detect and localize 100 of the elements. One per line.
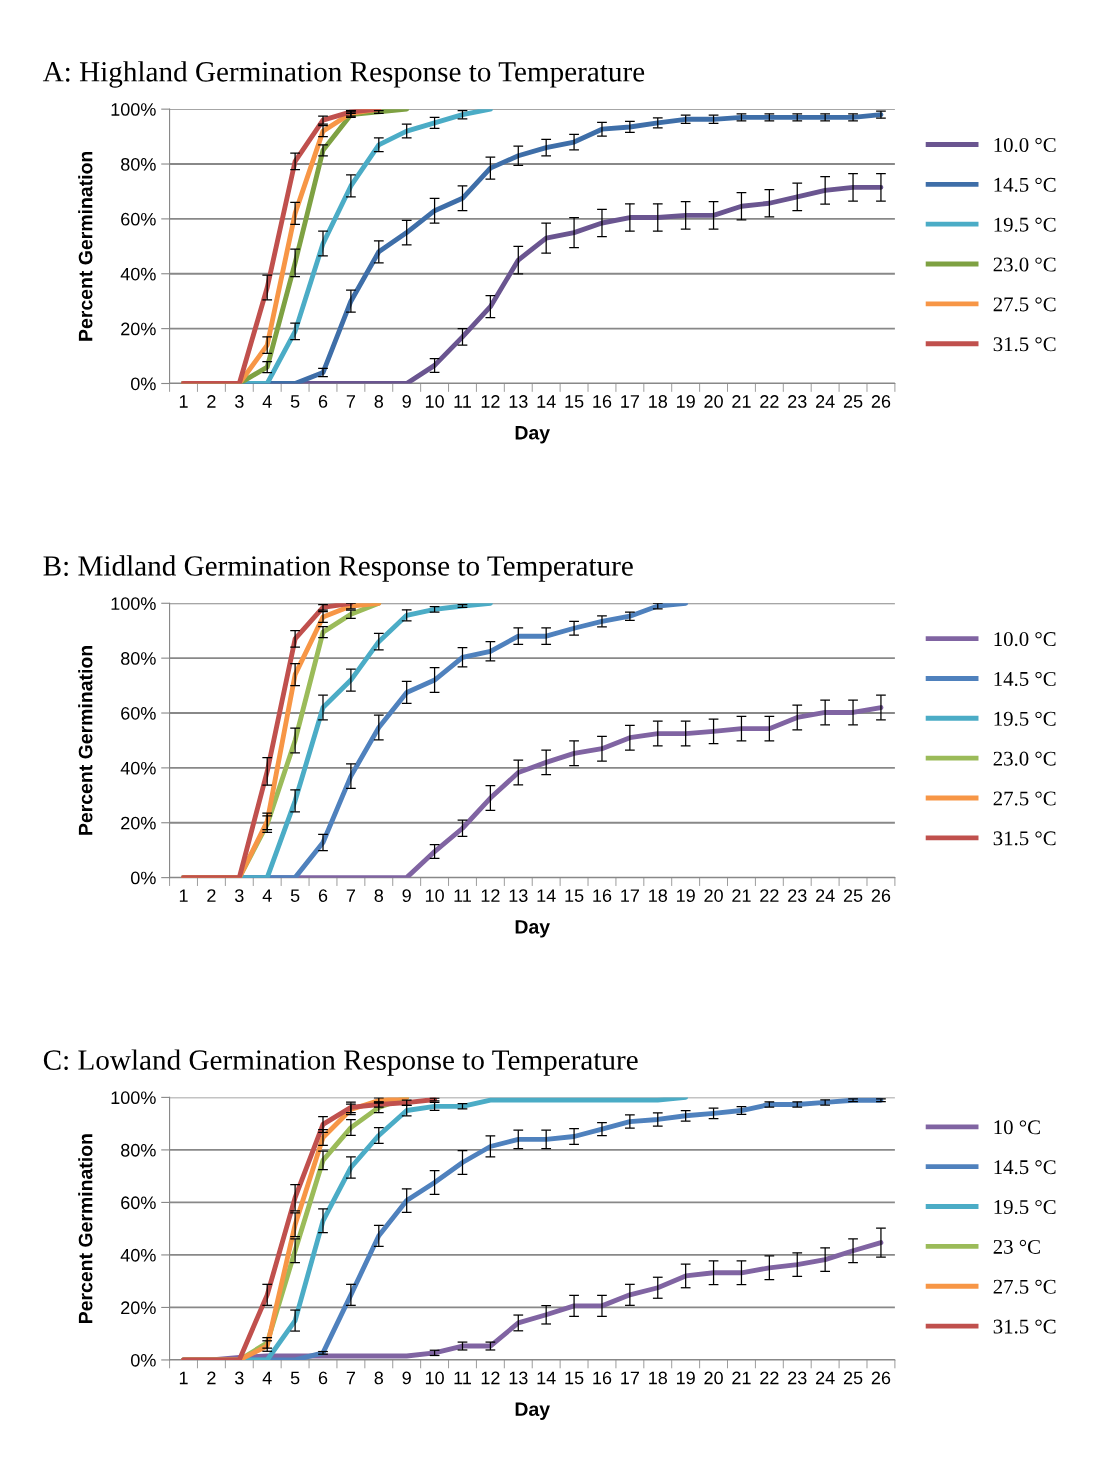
x-tick-label: 9	[402, 1371, 411, 1385]
x-tick-label: 16	[593, 889, 612, 902]
y-tick-label: 80%	[121, 1143, 156, 1157]
x-tick-label: 18	[649, 1371, 668, 1385]
x-tick-label: 10	[425, 395, 444, 408]
x-axis-title: Day	[515, 920, 550, 938]
x-tick-label: 12	[481, 1371, 500, 1385]
x-tick-label: 16	[593, 1371, 612, 1385]
x-tick-label: 13	[509, 395, 528, 408]
x-tick-label: 4	[262, 395, 272, 408]
x-tick-label: 6	[318, 395, 328, 408]
legend-label: 19.5 °C	[994, 217, 1056, 232]
x-tick-label: 25	[843, 1371, 863, 1385]
x-tick-label: 25	[843, 889, 863, 902]
x-tick-label: 14	[537, 1371, 556, 1385]
x-tick-label: 15	[565, 395, 584, 408]
y-tick-label: 40%	[120, 1248, 156, 1262]
x-tick-label: 24	[816, 395, 835, 408]
x-tick-label: 18	[649, 889, 668, 902]
chart-title: C: Lowland Germination Response to Temperature	[43, 1049, 638, 1076]
x-tick-label: 11	[454, 1371, 471, 1385]
legend-label: 19.5 °C	[994, 711, 1056, 726]
y-tick-label: 20%	[121, 1301, 156, 1315]
chart-title: B: Midland Germination Response to Temperature	[43, 555, 633, 582]
x-tick-label: 17	[621, 395, 640, 408]
x-tick-label: 23	[788, 889, 807, 902]
x-tick-label: 4	[262, 889, 272, 902]
x-tick-label: 3	[234, 1371, 244, 1385]
y-tick-label: 40%	[120, 267, 156, 281]
x-tick-label: 19	[677, 889, 695, 902]
x-tick-label: 12	[481, 889, 500, 902]
y-tick-label: 60%	[121, 706, 156, 720]
x-tick-label: 7	[346, 889, 356, 902]
x-tick-label: 9	[402, 395, 411, 408]
x-tick-label: 19	[677, 1371, 695, 1385]
x-tick-label: 2	[207, 1371, 216, 1385]
y-tick-label: 40%	[120, 761, 156, 775]
x-tick-label: 1	[179, 1371, 188, 1385]
x-tick-label: 20	[704, 1371, 723, 1385]
x-tick-label: 7	[346, 1371, 356, 1385]
y-axis-title: Percent Germination	[78, 151, 93, 341]
x-tick-label: 20	[704, 889, 723, 902]
x-tick-label: 26	[871, 1371, 891, 1385]
x-tick-label: 1	[179, 395, 188, 408]
x-tick-label: 22	[760, 889, 779, 902]
y-tick-label: 60%	[121, 1196, 156, 1210]
y-tick-label: 0%	[130, 377, 156, 391]
x-tick-label: 8	[374, 1371, 384, 1385]
y-tick-label: 0%	[130, 1353, 156, 1367]
y-tick-label: 20%	[121, 322, 156, 336]
x-tick-label: 6	[318, 1371, 328, 1385]
y-tick-label: 100%	[111, 1091, 156, 1105]
y-tick-label: 80%	[121, 652, 156, 665]
x-tick-label: 10	[425, 1371, 444, 1385]
x-axis-title: Day	[515, 426, 550, 444]
x-tick-label: 5	[290, 395, 300, 408]
x-tick-label: 14	[537, 889, 556, 902]
x-tick-label: 21	[732, 889, 751, 902]
x-tick-label: 4	[262, 1371, 272, 1385]
x-tick-label: 22	[760, 395, 779, 408]
x-tick-label: 21	[732, 395, 751, 408]
x-tick-label: 8	[374, 395, 384, 408]
legend-label: 31.5 °C	[993, 1319, 1056, 1334]
y-tick-label: 60%	[121, 212, 156, 226]
x-tick-label: 12	[481, 395, 500, 408]
x-tick-label: 24	[816, 889, 835, 902]
x-axis-title: Day	[515, 1402, 550, 1420]
y-axis-title: Percent Germination	[78, 1134, 93, 1323]
x-tick-label: 25	[843, 395, 863, 408]
x-tick-label: 1	[179, 889, 188, 902]
x-tick-label: 11	[454, 395, 471, 408]
x-tick-label: 21	[732, 1371, 751, 1385]
x-tick-label: 5	[290, 889, 300, 902]
legend-label: 23.0 °C	[993, 257, 1056, 272]
x-tick-label: 7	[346, 395, 356, 408]
legend-label: 14.5 °C	[994, 1160, 1056, 1175]
x-tick-label: 2	[207, 889, 216, 902]
legend-label: 10 °C	[994, 1120, 1040, 1135]
x-tick-label: 15	[565, 889, 584, 902]
legend-label: 10.0 °C	[994, 137, 1056, 153]
legend-label: 10.0 °C	[994, 632, 1056, 647]
x-tick-label: 20	[704, 395, 723, 408]
x-tick-label: 6	[318, 889, 328, 902]
x-tick-label: 19	[677, 395, 695, 408]
chart-title: A: Highland Germination Response to Temperature	[42, 61, 645, 88]
x-tick-label: 16	[593, 395, 612, 408]
legend-label: 19.5 °C	[994, 1199, 1056, 1215]
x-tick-label: 13	[509, 889, 528, 902]
x-tick-label: 26	[871, 395, 891, 408]
legend-label: 23.0 °C	[993, 751, 1056, 766]
x-tick-label: 10	[425, 889, 444, 902]
x-tick-label: 9	[402, 889, 411, 902]
x-tick-label: 23	[788, 1371, 807, 1385]
y-tick-label: 0%	[130, 871, 156, 885]
legend-label: 27.5 °C	[993, 1279, 1056, 1294]
y-tick-label: 100%	[111, 103, 156, 116]
x-tick-label: 8	[374, 889, 384, 902]
x-tick-label: 14	[537, 395, 556, 408]
legend-label: 23 °C	[993, 1239, 1040, 1254]
legend-label: 27.5 °C	[993, 791, 1056, 806]
